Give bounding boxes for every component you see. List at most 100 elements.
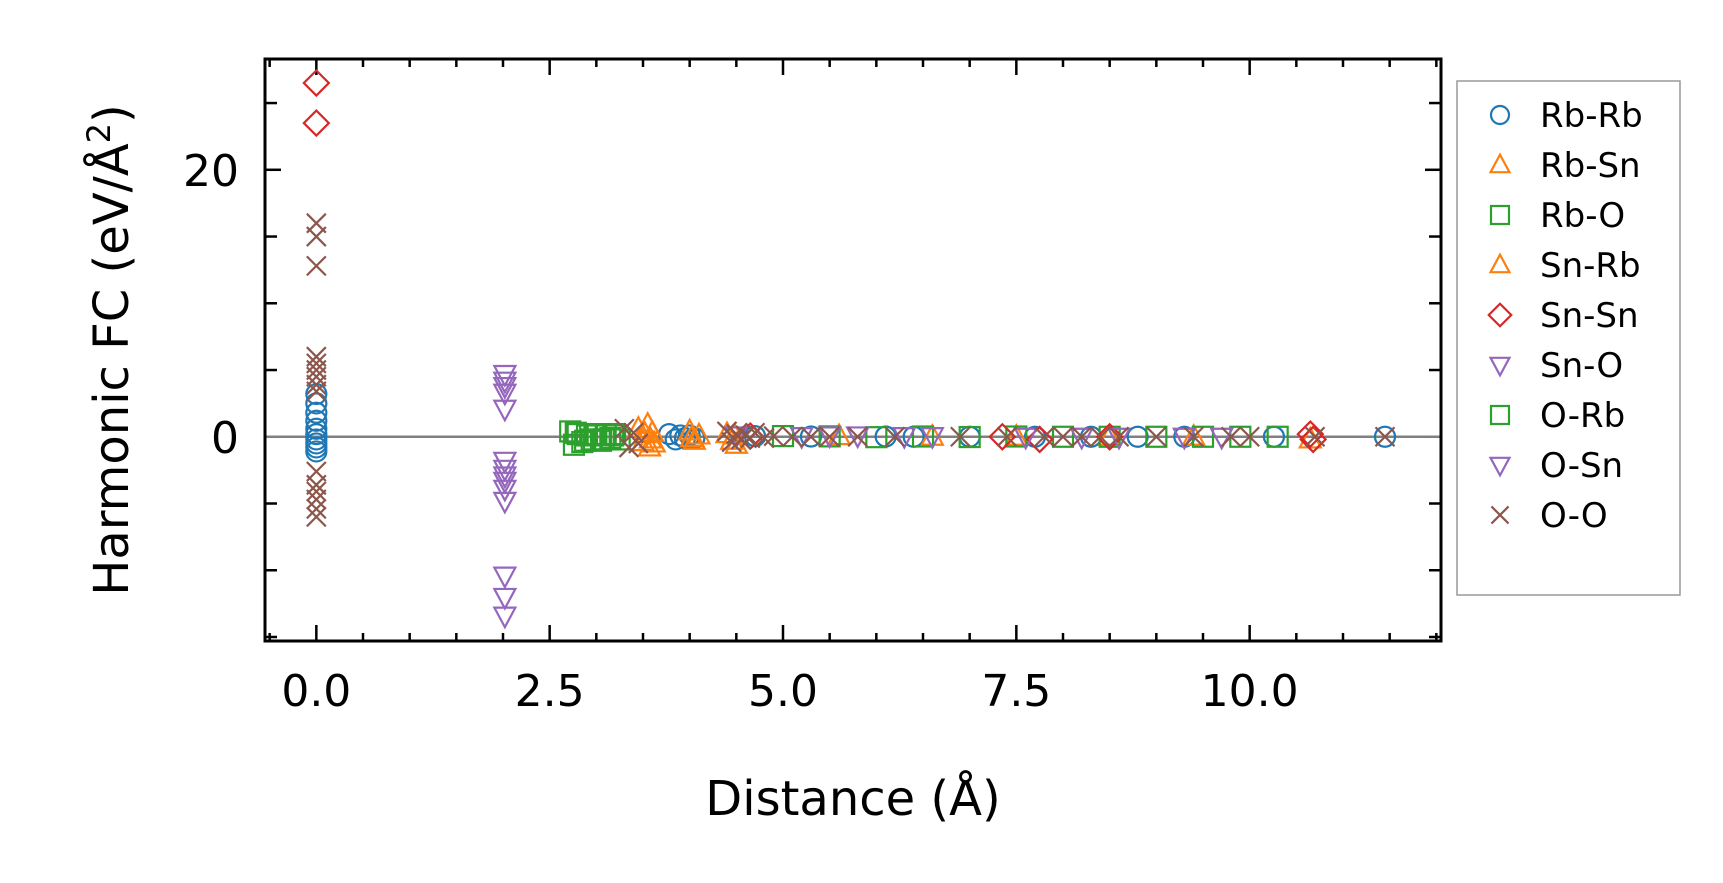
point-o-o (763, 425, 784, 447)
point-o-o (1220, 426, 1242, 448)
point-rb-rb (305, 409, 328, 432)
x-axis-title: Distance (Å) (705, 770, 1000, 827)
series-sn-o (492, 364, 1235, 630)
point-o-o (744, 422, 766, 444)
point-o-o-stroke (1052, 426, 1074, 448)
point-o-o (306, 506, 327, 528)
point-rb-sn (686, 421, 712, 445)
point-sn-sn (302, 109, 331, 138)
point-o-o (1239, 426, 1260, 448)
point-sn-o (1013, 427, 1039, 451)
point-o-o-stroke (716, 421, 738, 442)
point-sn-o (492, 566, 518, 590)
y-tick-label: 20 (183, 146, 239, 197)
y-axis-title-suffix: ) (84, 104, 140, 123)
point-sn-o (492, 364, 518, 388)
point-rb-o (1266, 425, 1289, 448)
point-o-o-stroke (306, 381, 327, 402)
point-rb-sn (637, 433, 662, 457)
point-sn-sn (1296, 420, 1325, 449)
point-o-o-stroke (306, 255, 327, 277)
legend-label-sn-sn: Sn-Sn (1540, 296, 1639, 336)
point-o-o-stroke (1034, 426, 1055, 448)
point-rb-o (1145, 425, 1168, 448)
plot-frame (263, 57, 1443, 643)
point-rb-o (911, 425, 935, 448)
legend-label-rb-rb: Rb-Rb (1540, 96, 1643, 136)
point-sn-o (492, 383, 518, 407)
point-o-o-stroke (306, 366, 327, 387)
legend-marker-o-sn (1488, 456, 1512, 478)
point-o-o-stroke (1108, 426, 1130, 448)
point-o-o-stroke (800, 426, 822, 448)
point-o-o-stroke (614, 418, 635, 440)
point-sn-o (492, 459, 518, 483)
point-o-o (306, 374, 327, 395)
point-o-o-stroke (306, 481, 327, 502)
point-o-o (1304, 426, 1326, 448)
point-o-o-stroke (306, 359, 327, 381)
x-tick-label: 0.0 (281, 666, 351, 717)
y-axis-title-main: Harmonic FC (eV/Å (83, 143, 140, 596)
point-sn-o (492, 376, 518, 400)
point-o-o (819, 426, 840, 448)
point-sn-o (1106, 427, 1132, 451)
point-o-o (306, 498, 327, 520)
point-o-o-stroke (306, 506, 327, 528)
point-o-o-stroke (996, 426, 1018, 448)
point-o-o-stroke (306, 498, 327, 520)
point-sn-o (817, 426, 843, 450)
point-o-o (996, 426, 1018, 448)
x-tick-label: 7.5 (981, 666, 1051, 717)
point-o-o-stroke (306, 226, 327, 247)
point-o-sn (1069, 427, 1095, 451)
point-rb-rb (305, 392, 328, 415)
point-o-sn (492, 466, 518, 490)
point-o-o (306, 359, 327, 381)
point-o-o (306, 226, 327, 247)
point-sn-rb (679, 424, 704, 448)
point-sn-sn (1095, 422, 1124, 451)
point-o-o (1034, 426, 1055, 448)
point-o-o-stroke (847, 426, 868, 448)
point-sn-rb (632, 420, 658, 444)
legend-marker-rb-rb (1489, 104, 1511, 126)
point-o-o-stroke (763, 425, 784, 447)
point-o-o (1146, 426, 1167, 448)
legend-marker-o-o-stroke (1490, 505, 1510, 525)
point-o-o (306, 481, 327, 502)
legend-marker-rb-o (1489, 204, 1511, 226)
point-sn-o (845, 426, 871, 450)
x-tick-labels: 0.0 2.5 5.0 7.5 10.0 (281, 666, 1298, 717)
series-o-o (306, 212, 1396, 528)
point-o-o (847, 426, 868, 448)
point-o-o (623, 422, 644, 444)
point-rb-o (865, 426, 888, 449)
point-o-o-stroke (306, 474, 327, 496)
legend-label-sn-rb: Sn-Rb (1540, 246, 1641, 286)
y-axis-title: Harmonic FC (eV/Å2) (80, 104, 140, 596)
point-o-o (884, 426, 906, 448)
minor-ticks (265, 59, 1441, 641)
point-o-o (1374, 426, 1396, 448)
point-o-o-stroke (623, 422, 644, 444)
point-o-o (306, 255, 327, 277)
point-o-o-stroke (306, 374, 327, 395)
point-rb-sn (681, 426, 707, 450)
series-sn-sn (302, 68, 1328, 454)
legend: Rb-Rb Rb-Sn Rb-O Sn-Rb Sn-Sn Sn-O O-Rb O-Sn O-O (1456, 80, 1681, 596)
point-o-o (782, 426, 803, 448)
point-sn-o (492, 606, 518, 630)
point-o-o (1052, 426, 1074, 448)
point-o-o-stroke (1239, 426, 1260, 448)
point-o-o (1071, 426, 1092, 448)
point-o-o (950, 426, 971, 448)
legend-marker-rb-sn (1488, 152, 1512, 174)
point-sn-sn (1299, 425, 1328, 454)
y-axis-title-superscript: 2 (80, 123, 118, 143)
series-o-rb (564, 421, 625, 452)
point-rb-rb (1126, 425, 1149, 448)
point-o-o (306, 381, 327, 402)
point-o-o (800, 426, 822, 448)
